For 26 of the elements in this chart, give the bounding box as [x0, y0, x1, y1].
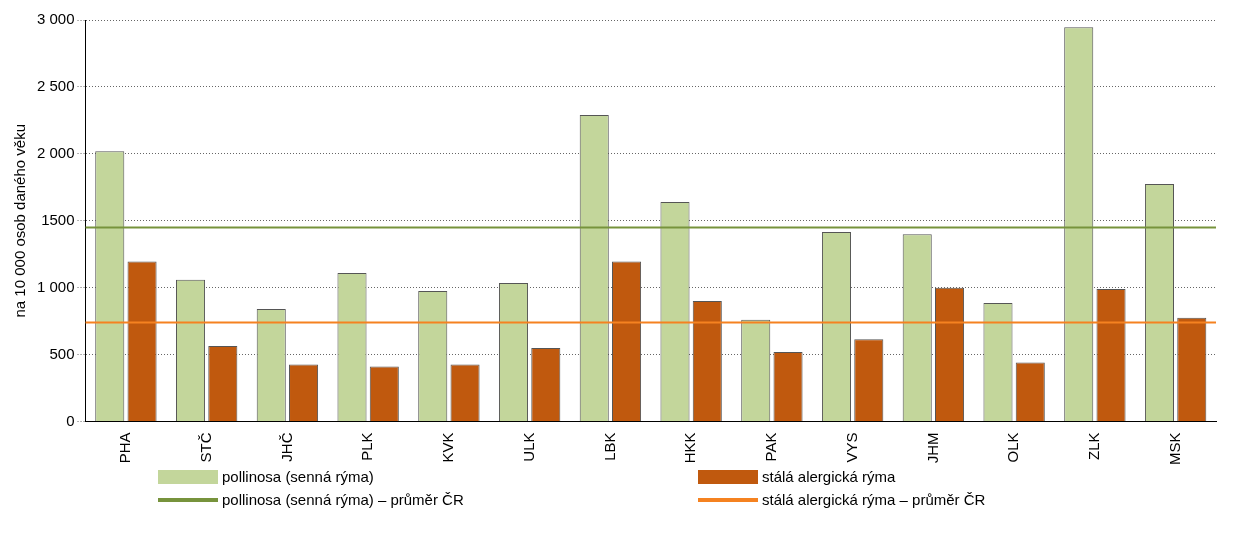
x-tick-label: ZLK: [1085, 432, 1103, 461]
x-tick-label: JHM: [923, 432, 941, 464]
x-tick-label: PLK: [358, 432, 376, 461]
y-tick-label: 0: [66, 411, 75, 429]
x-tick-label: MSK: [1165, 432, 1183, 466]
x-tick-label: JHČ: [277, 432, 295, 462]
x-tick-label: HKK: [681, 432, 699, 464]
legend-label: pollinosa (senná rýma): [222, 468, 374, 485]
y-tick-label: 1 000: [36, 277, 75, 295]
x-tick-label: LBK: [600, 432, 618, 461]
y-tick-label: 2 500: [36, 77, 75, 95]
y-axis-title: na 10 000 osob daného věku: [11, 124, 29, 318]
y-tick-label: 500: [49, 344, 75, 362]
legend-label: pollinosa (senná rýma) – průměr ČR: [222, 491, 464, 508]
x-tick-label: PHA: [116, 432, 134, 464]
x-tick-label: VYS: [842, 432, 860, 463]
x-tick-label: PAK: [762, 432, 780, 462]
x-tick-label: KVK: [439, 432, 457, 463]
x-tick-label: STČ: [196, 432, 214, 463]
y-tick-label: 2 000: [36, 143, 75, 161]
x-tick-label: OLK: [1004, 432, 1022, 463]
legend-label: stálá alergická rýma: [762, 468, 896, 485]
y-tick-label: 3 000: [36, 10, 75, 28]
x-tick-label: ULK: [519, 432, 537, 462]
y-tick-label: 1500: [41, 210, 75, 228]
legend-label: stálá alergická rýma – průměr ČR: [762, 491, 986, 508]
